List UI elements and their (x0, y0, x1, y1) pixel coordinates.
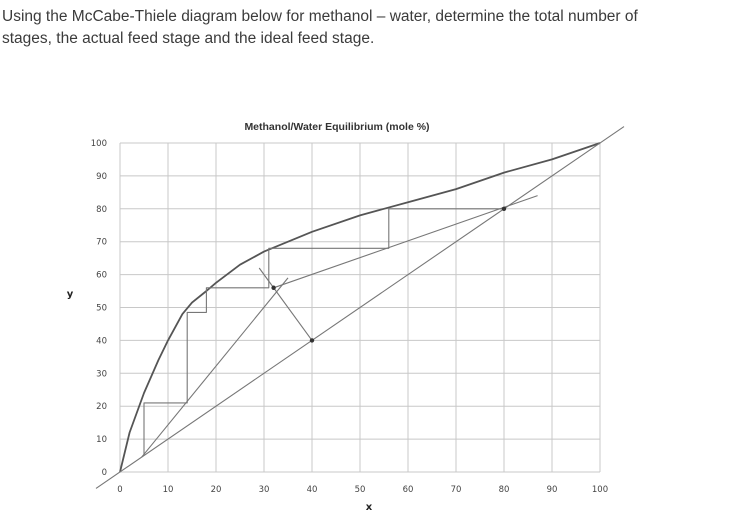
x-axis-label: x (366, 502, 373, 512)
y-tick-label-20: 20 (96, 402, 107, 412)
stripping-operating-line-line (141, 277, 289, 458)
y-tick-label-0: 0 (102, 468, 107, 478)
x-tick-label-90: 90 (547, 485, 558, 495)
y-axis-label: y (67, 289, 74, 300)
x-tick-label-50: 50 (355, 485, 366, 495)
equilibrium-line (119, 142, 601, 473)
y-tick-label-80: 80 (96, 205, 107, 215)
y-tick-label-40: 40 (96, 336, 107, 346)
grid-lines (119, 142, 601, 473)
q-line-line (258, 267, 313, 341)
x-tick-label-40: 40 (307, 485, 318, 495)
x-tick-label-100: 100 (592, 485, 608, 495)
y-tick-label-30: 30 (96, 369, 107, 379)
question-line-2: stages, the actual feed stage and the id… (2, 30, 375, 47)
marker-point-1 (501, 206, 507, 211)
x-tick-label-70: 70 (451, 485, 462, 495)
marker-point-3 (271, 285, 276, 290)
x-tick-labels: 0 10 20 30 40 50 60 70 80 90 100 (117, 485, 608, 495)
chart-title: Methanol/Water Equilibrium (mole %) (244, 121, 429, 133)
marker-point-2 (309, 338, 315, 343)
rectifying-operating-line-line (273, 195, 538, 289)
x-tick-label-20: 20 (211, 485, 222, 495)
stage-steps-line (143, 208, 504, 456)
y-tick-label-10: 10 (96, 435, 107, 445)
y-tick-label-100: 100 (91, 139, 107, 149)
question-text: Using the McCabe-Thiele diagram below fo… (2, 6, 748, 50)
x-tick-label-0: 0 (117, 485, 122, 495)
y-tick-label-60: 60 (96, 271, 107, 281)
x-tick-label-10: 10 (163, 485, 174, 495)
point-markers (271, 206, 507, 343)
question-line-1: Using the McCabe-Thiele diagram below fo… (2, 8, 638, 25)
series-lines (95, 126, 625, 489)
x-tick-label-30: 30 (259, 485, 270, 495)
y-tick-label-70: 70 (96, 238, 107, 248)
y-tick-label-90: 90 (96, 172, 107, 182)
x-tick-label-80: 80 (499, 485, 510, 495)
x-tick-label-60: 60 (403, 485, 414, 495)
y-tick-labels: 0 10 20 30 40 50 60 70 80 90 100 (91, 139, 107, 478)
diagonal-line (95, 126, 625, 489)
y-tick-label-50: 50 (96, 304, 107, 314)
